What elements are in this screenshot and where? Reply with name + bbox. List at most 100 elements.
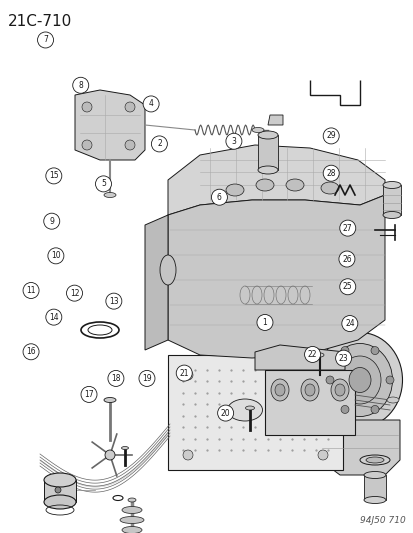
Ellipse shape	[363, 497, 385, 504]
Circle shape	[73, 77, 88, 93]
Circle shape	[46, 168, 62, 184]
Circle shape	[139, 370, 154, 386]
Circle shape	[125, 102, 135, 112]
Circle shape	[323, 128, 338, 144]
Text: 13: 13	[109, 297, 119, 305]
Text: 14: 14	[49, 313, 59, 321]
Text: 26: 26	[341, 255, 351, 263]
Circle shape	[46, 309, 62, 325]
Ellipse shape	[285, 179, 303, 191]
Ellipse shape	[274, 384, 284, 396]
Text: 11: 11	[26, 286, 36, 295]
Circle shape	[38, 32, 53, 48]
Ellipse shape	[315, 353, 323, 357]
Circle shape	[66, 285, 82, 301]
Ellipse shape	[257, 166, 277, 174]
Circle shape	[339, 220, 355, 236]
Polygon shape	[75, 90, 145, 160]
Circle shape	[325, 376, 333, 384]
Polygon shape	[168, 195, 384, 358]
Circle shape	[340, 406, 348, 414]
Circle shape	[143, 96, 159, 112]
Ellipse shape	[382, 212, 400, 219]
Circle shape	[256, 314, 272, 330]
Circle shape	[48, 248, 64, 264]
Text: 23: 23	[338, 354, 348, 362]
Circle shape	[23, 282, 39, 298]
Text: 29: 29	[325, 132, 335, 140]
Polygon shape	[319, 420, 399, 475]
Bar	[257, 135, 277, 170]
Text: 21: 21	[179, 369, 188, 377]
Ellipse shape	[317, 333, 401, 427]
Ellipse shape	[159, 255, 176, 285]
Ellipse shape	[271, 379, 288, 401]
Ellipse shape	[121, 447, 128, 449]
Text: 6: 6	[216, 193, 221, 201]
Bar	[363, 475, 385, 500]
Circle shape	[339, 279, 355, 295]
Text: 12: 12	[70, 289, 79, 297]
Circle shape	[340, 346, 348, 354]
Bar	[44, 480, 76, 502]
Circle shape	[341, 316, 357, 332]
Circle shape	[317, 370, 327, 380]
Circle shape	[23, 344, 39, 360]
Circle shape	[82, 140, 92, 150]
Circle shape	[225, 133, 241, 149]
Ellipse shape	[104, 398, 116, 402]
Bar	[264, 370, 354, 435]
Text: 27: 27	[342, 224, 352, 232]
Bar	[382, 185, 400, 215]
Ellipse shape	[386, 397, 398, 403]
Circle shape	[217, 405, 233, 421]
Text: 4: 4	[148, 100, 153, 108]
Bar	[168, 355, 342, 470]
Ellipse shape	[338, 356, 380, 404]
Circle shape	[95, 176, 111, 192]
Ellipse shape	[327, 343, 392, 416]
Text: 2: 2	[157, 140, 161, 148]
Polygon shape	[254, 345, 344, 370]
Circle shape	[105, 450, 115, 460]
Text: 28: 28	[326, 169, 335, 177]
Ellipse shape	[300, 379, 318, 401]
Circle shape	[317, 450, 327, 460]
Ellipse shape	[227, 399, 262, 421]
Circle shape	[335, 350, 351, 366]
Text: 3: 3	[231, 137, 236, 146]
Ellipse shape	[382, 182, 400, 189]
Ellipse shape	[104, 192, 116, 198]
Polygon shape	[145, 215, 168, 350]
Ellipse shape	[304, 384, 314, 396]
Text: 22: 22	[307, 350, 316, 359]
Circle shape	[106, 293, 121, 309]
Ellipse shape	[257, 131, 277, 139]
Text: 15: 15	[49, 172, 59, 180]
Text: 5: 5	[101, 180, 106, 188]
Circle shape	[211, 189, 227, 205]
Circle shape	[183, 370, 192, 380]
Circle shape	[125, 140, 135, 150]
Ellipse shape	[44, 495, 76, 509]
Ellipse shape	[359, 455, 389, 465]
Circle shape	[338, 251, 354, 267]
Ellipse shape	[320, 182, 338, 194]
Ellipse shape	[348, 367, 370, 392]
Ellipse shape	[245, 406, 254, 410]
Text: 25: 25	[342, 282, 352, 291]
Ellipse shape	[225, 184, 243, 196]
Text: 19: 19	[142, 374, 152, 383]
Text: 7: 7	[43, 36, 48, 44]
Ellipse shape	[330, 379, 348, 401]
Circle shape	[176, 365, 192, 381]
Ellipse shape	[122, 506, 142, 513]
Ellipse shape	[44, 473, 76, 487]
Ellipse shape	[122, 527, 142, 533]
Circle shape	[108, 370, 123, 386]
Text: 24: 24	[344, 319, 354, 328]
Text: 18: 18	[111, 374, 120, 383]
Circle shape	[183, 450, 192, 460]
Circle shape	[55, 487, 61, 493]
Circle shape	[385, 376, 393, 384]
